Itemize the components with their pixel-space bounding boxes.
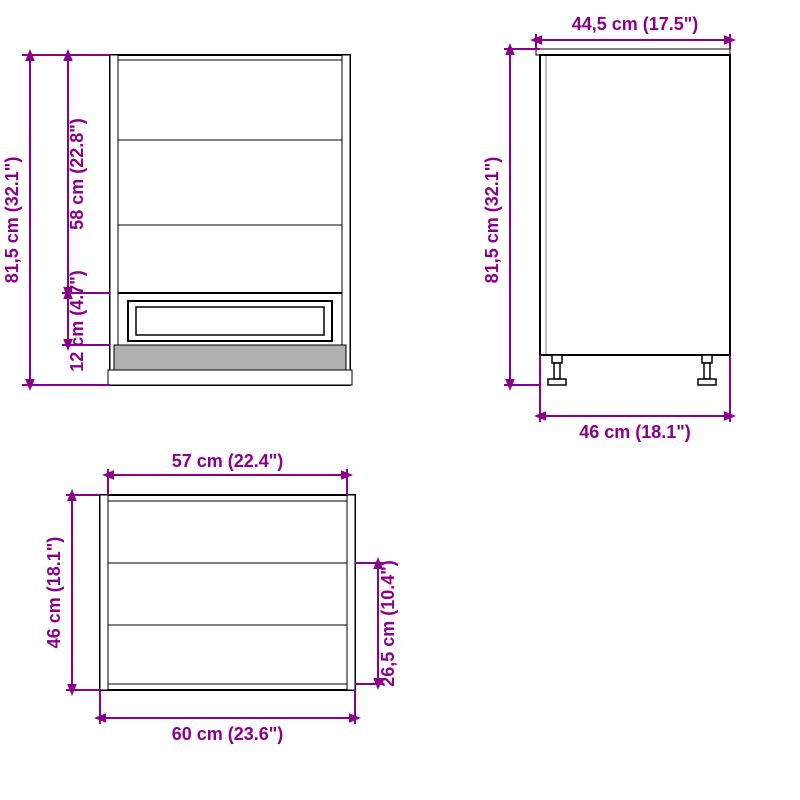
dim-12: 12 cm (4.7") (67, 270, 87, 372)
dim-57: 57 cm (22.4") (172, 451, 284, 471)
dimension-diagram: 81,5 cm (32.1") 58 cm (22.8") 12 cm (4.7")… (0, 0, 800, 800)
dim-46-top: 46 cm (18.1") (44, 537, 64, 649)
dim-60: 60 cm (23.6") (172, 724, 284, 744)
dim-44-5: 44,5 cm (17.5") (572, 14, 699, 34)
side-view (536, 49, 730, 385)
dim-58: 58 cm (22.8") (67, 118, 87, 230)
dim-26-5: 26,5 cm (10.4") (378, 560, 398, 687)
dim-81-5: 81,5 cm (32.1") (2, 157, 22, 284)
front-view (108, 55, 352, 385)
dim-81-5-side: 81,5 cm (32.1") (482, 157, 502, 284)
top-view (100, 495, 355, 690)
dim-46-side: 46 cm (18.1") (579, 422, 691, 442)
